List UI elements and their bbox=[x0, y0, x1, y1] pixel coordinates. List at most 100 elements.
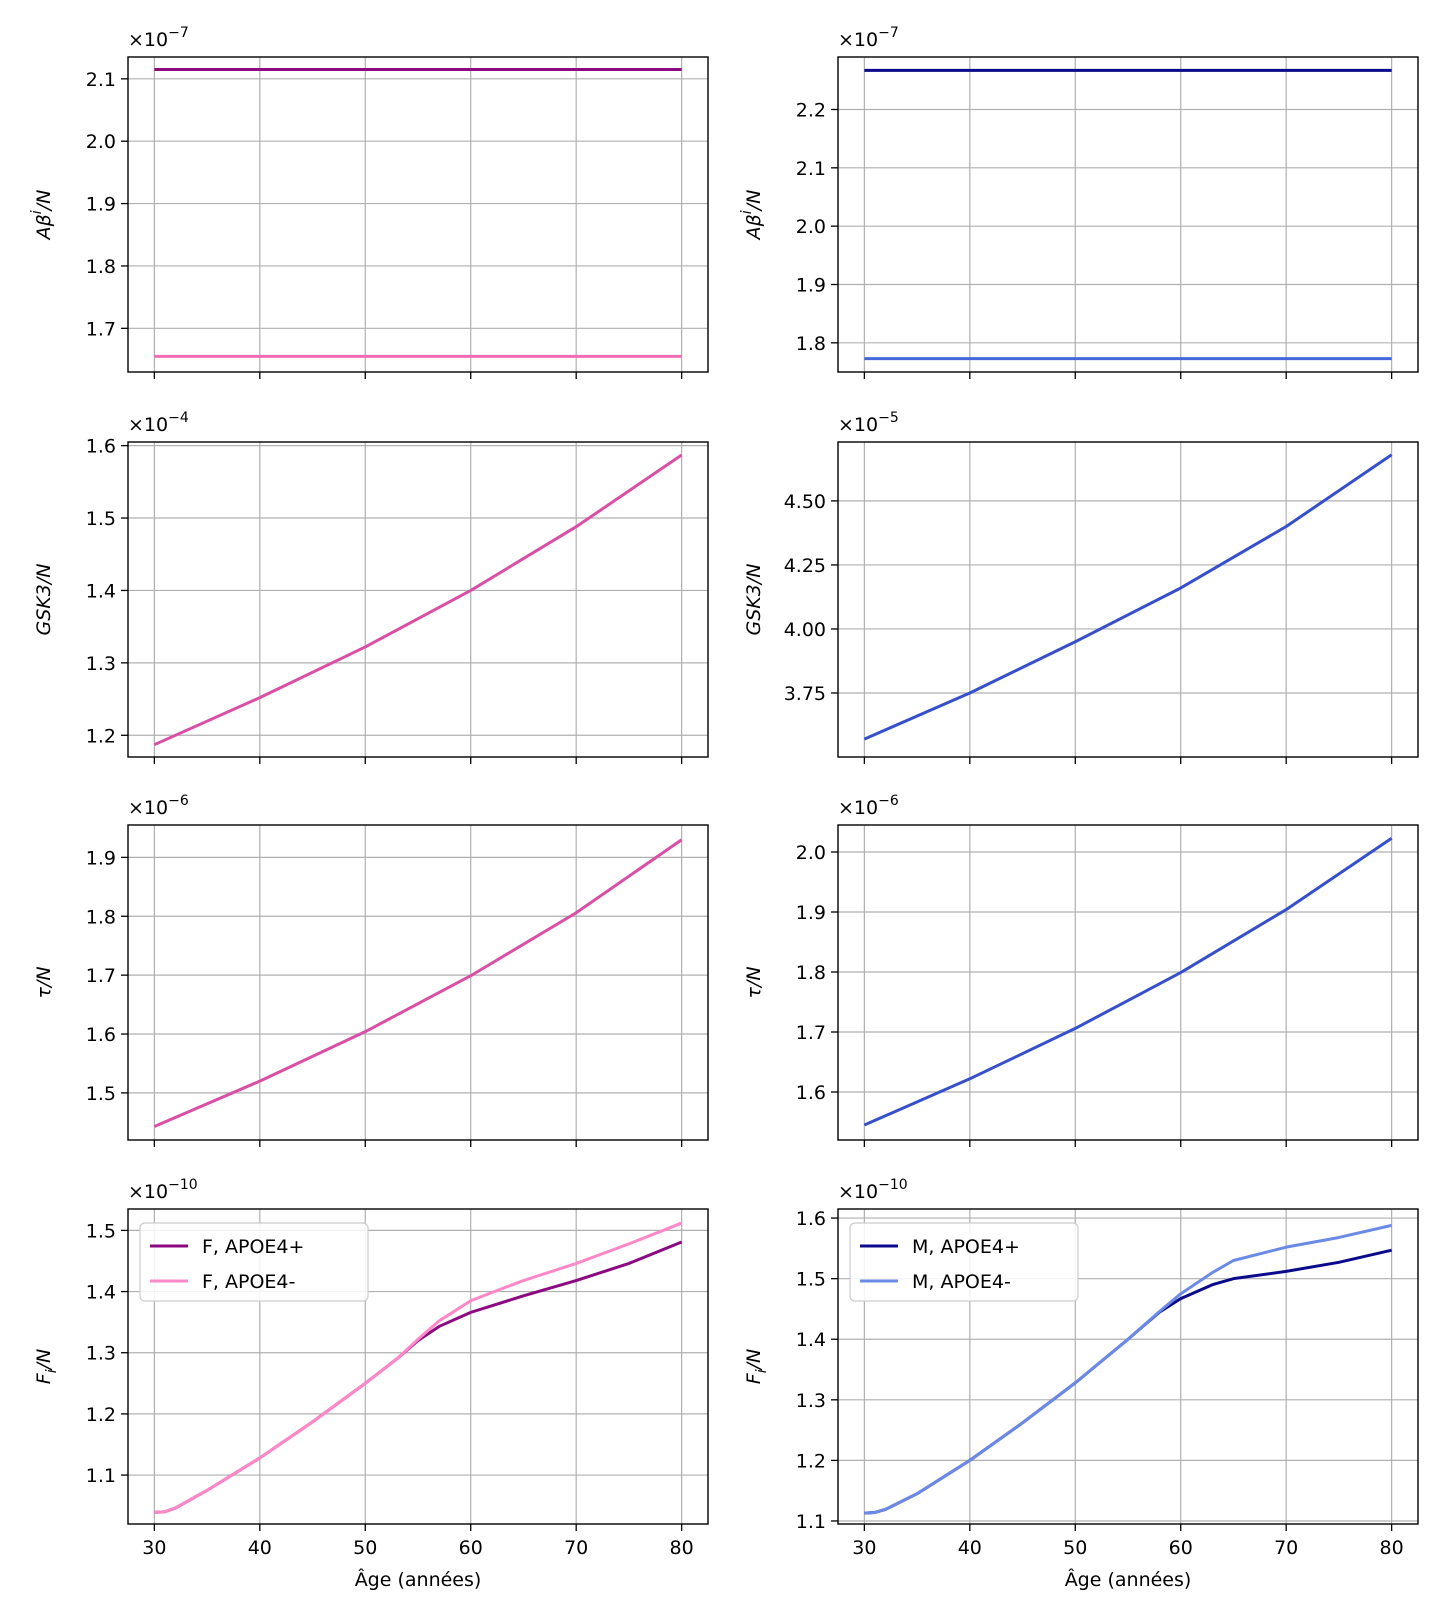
y-tick-label: 1.1 bbox=[796, 1511, 826, 1533]
axis-multiplier: ×10−10 bbox=[128, 1177, 198, 1203]
subplot-2: 1.2 1.3 1.4 1.5 1.6 ×10−4 GSK3/N bbox=[33, 410, 709, 764]
legend-box bbox=[849, 1222, 1079, 1302]
axis-multiplier: ×10−6 bbox=[128, 793, 189, 819]
y-tick-label: 1.2 bbox=[86, 725, 116, 747]
x-tick-label: 70 bbox=[564, 1537, 588, 1559]
legend-box bbox=[139, 1222, 369, 1302]
x-tick-label: 60 bbox=[459, 1537, 483, 1559]
axes-frame bbox=[837, 56, 1419, 373]
y-tick-label: 1.9 bbox=[86, 847, 116, 869]
x-tick-label: 50 bbox=[353, 1537, 377, 1559]
y-tick-label: 1.4 bbox=[86, 1282, 116, 1304]
series-line-0 bbox=[863, 836, 1393, 1127]
y-tick-label: 1.5 bbox=[86, 1083, 116, 1105]
axes-frame bbox=[127, 56, 709, 373]
x-tick-label: 60 bbox=[1169, 1537, 1193, 1559]
y-tick-label: 1.8 bbox=[86, 256, 116, 278]
subplot-5: 1.6 1.7 1.8 1.9 2.0 ×10−6 τ/N bbox=[743, 793, 1419, 1147]
x-axis-label: Âge (années) bbox=[1065, 1568, 1192, 1591]
subplot-6: 30 40 50 60 70 80 1.1 1.2 1.3 1.4 1.5 ×10−10 Fi/N Âge… bbox=[33, 1177, 709, 1591]
axes-frame bbox=[127, 1208, 709, 1525]
y-tick-label: 1.7 bbox=[86, 318, 116, 340]
y-axis-label: Aβi/N bbox=[739, 190, 765, 242]
y-axis-label: τ/N bbox=[33, 966, 55, 998]
axes-frame bbox=[837, 441, 1419, 758]
y-axis-label: Fi/N bbox=[33, 1349, 60, 1384]
y-tick-label: 1.3 bbox=[86, 1343, 116, 1365]
x-tick-label: 80 bbox=[670, 1537, 694, 1559]
y-tick-label: 4.00 bbox=[784, 619, 826, 641]
legend: F, APOE4+ F, APOE4- bbox=[139, 1222, 369, 1302]
axes-frame bbox=[837, 824, 1419, 1141]
axis-multiplier: ×10−7 bbox=[128, 25, 189, 51]
y-tick-label: 2.1 bbox=[796, 158, 826, 180]
x-axis-label: Âge (années) bbox=[355, 1568, 482, 1591]
series-line-0 bbox=[153, 838, 683, 1128]
y-tick-label: 2.0 bbox=[86, 131, 116, 153]
y-tick-label: 1.6 bbox=[796, 1208, 826, 1230]
y-tick-label: 1.2 bbox=[86, 1404, 116, 1426]
y-axis-label: τ/N bbox=[743, 966, 765, 998]
y-tick-label: 1.4 bbox=[86, 580, 116, 602]
axes-frame bbox=[837, 1208, 1419, 1525]
y-tick-label: 1.8 bbox=[86, 906, 116, 928]
y-tick-label: 1.7 bbox=[86, 965, 116, 987]
series-line-0 bbox=[863, 453, 1393, 741]
y-axis-label: GSK3/N bbox=[743, 564, 765, 636]
y-tick-label: 1.2 bbox=[796, 1450, 826, 1472]
y-tick-label: 1.6 bbox=[86, 1024, 116, 1046]
y-axis-label: Fi/N bbox=[743, 1349, 770, 1384]
x-tick-label: 50 bbox=[1063, 1537, 1087, 1559]
axes-frame bbox=[127, 441, 709, 758]
x-tick-label: 40 bbox=[248, 1537, 272, 1559]
subplot-1: 1.8 1.9 2.0 2.1 2.2 ×10−7 Aβi/N bbox=[739, 25, 1419, 379]
y-tick-label: 1.5 bbox=[796, 1269, 826, 1291]
y-tick-label: 1.5 bbox=[86, 508, 116, 530]
series-line-1 bbox=[154, 1221, 683, 1514]
y-tick-label: 1.5 bbox=[86, 1220, 116, 1242]
subplot-4: 1.5 1.6 1.7 1.8 1.9 ×10−6 τ/N bbox=[33, 793, 709, 1147]
y-tick-label: 1.6 bbox=[796, 1082, 826, 1104]
y-tick-label: 2.2 bbox=[796, 100, 826, 122]
axes-frame bbox=[127, 824, 709, 1141]
x-tick-label: 70 bbox=[1274, 1537, 1298, 1559]
y-tick-label: 1.9 bbox=[796, 275, 826, 297]
axis-multiplier: ×10−7 bbox=[838, 25, 899, 51]
axis-multiplier: ×10−5 bbox=[838, 410, 899, 436]
legend-label: F, APOE4+ bbox=[202, 1236, 304, 1258]
y-tick-label: 1.7 bbox=[796, 1022, 826, 1044]
legend-label: M, APOE4+ bbox=[912, 1236, 1020, 1258]
y-tick-label: 4.50 bbox=[784, 491, 826, 513]
x-tick-label: 80 bbox=[1380, 1537, 1404, 1559]
subplot-0: 1.7 1.8 1.9 2.0 2.1 ×10−7 Aβi/N bbox=[29, 25, 709, 379]
subplot-3: 3.75 4.00 4.25 4.50 ×10−5 GSK3/N bbox=[743, 410, 1419, 764]
y-tick-label: 1.8 bbox=[796, 333, 826, 355]
y-tick-label: 2.0 bbox=[796, 216, 826, 238]
y-tick-label: 1.8 bbox=[796, 962, 826, 984]
axis-multiplier: ×10−6 bbox=[838, 793, 899, 819]
y-tick-label: 2.1 bbox=[86, 69, 116, 91]
series-line-1 bbox=[864, 1223, 1392, 1515]
subplot-7: 30 40 50 60 70 80 1.1 1.2 1.3 1.4 1.5 1.6 ×10−10 Fi/N… bbox=[743, 1177, 1419, 1591]
y-tick-label: 1.9 bbox=[86, 194, 116, 216]
x-tick-label: 30 bbox=[852, 1537, 876, 1559]
axis-multiplier: ×10−10 bbox=[838, 1177, 908, 1203]
y-tick-label: 1.9 bbox=[796, 902, 826, 924]
y-tick-label: 1.3 bbox=[86, 653, 116, 675]
y-tick-label: 1.1 bbox=[86, 1465, 116, 1487]
x-tick-label: 40 bbox=[958, 1537, 982, 1559]
y-tick-label: 4.25 bbox=[784, 555, 826, 577]
y-tick-label: 1.6 bbox=[86, 436, 116, 458]
y-tick-label: 1.3 bbox=[796, 1390, 826, 1412]
legend-label: F, APOE4- bbox=[202, 1271, 295, 1293]
y-axis-label: GSK3/N bbox=[33, 564, 55, 636]
series-line-0 bbox=[153, 453, 683, 747]
legend-label: M, APOE4- bbox=[912, 1271, 1011, 1293]
axis-multiplier: ×10−4 bbox=[128, 410, 189, 436]
y-tick-label: 1.4 bbox=[796, 1329, 826, 1351]
x-tick-label: 30 bbox=[142, 1537, 166, 1559]
legend: M, APOE4+ M, APOE4- bbox=[849, 1222, 1079, 1302]
y-tick-label: 2.0 bbox=[796, 842, 826, 864]
y-axis-label: Aβi/N bbox=[29, 190, 55, 242]
